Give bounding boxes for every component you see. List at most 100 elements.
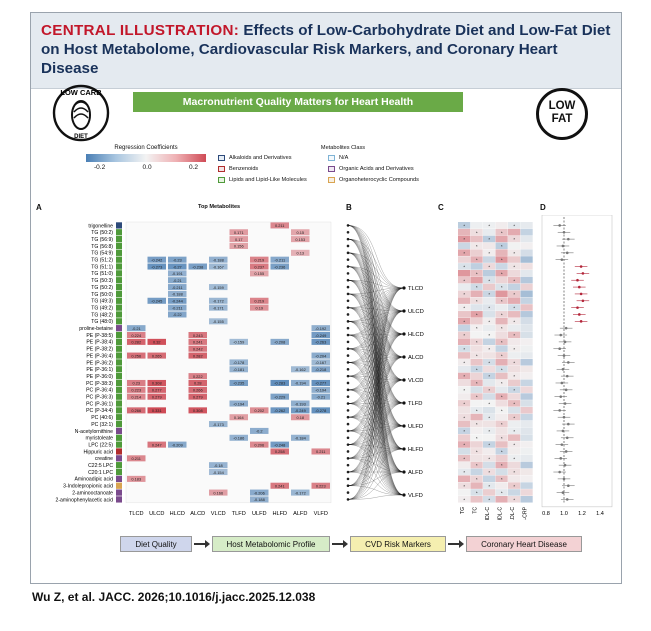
risk-heatmap-cell bbox=[495, 434, 508, 441]
risk-heatmap-cell bbox=[470, 379, 483, 387]
illustration-title: CENTRAL ILLUSTRATION: Effects of Low-Car… bbox=[41, 21, 611, 78]
heatmap-cell bbox=[229, 338, 248, 345]
risk-heatmap-cell bbox=[495, 454, 508, 462]
risk-heatmap-cell bbox=[520, 434, 533, 441]
significance-mark: * bbox=[513, 429, 515, 434]
risk-heatmap-cell bbox=[520, 256, 533, 263]
risk-heatmap-cell bbox=[458, 352, 471, 359]
metabolite-label: C20:1 LPC bbox=[88, 470, 113, 476]
heatmap-cell-value: -0.263 bbox=[315, 340, 326, 345]
heatmap-cell-value: -0.192 bbox=[315, 326, 326, 331]
heatmap-cell bbox=[270, 379, 289, 386]
metabolite-label: C22:5 LPC bbox=[88, 463, 113, 469]
significance-mark: * bbox=[488, 347, 490, 352]
metabolite-label: Aminoadipic acid bbox=[74, 477, 113, 483]
heatmap-cell bbox=[168, 284, 187, 291]
risk-heatmap-cell bbox=[508, 434, 521, 441]
class-legend-item: Lipids and Lipid-Like Molecules bbox=[218, 177, 322, 183]
risk-heatmap-cell bbox=[520, 222, 533, 229]
metabolite-label: TG (56:9) bbox=[91, 237, 113, 243]
sankey-target-node bbox=[402, 470, 406, 474]
risk-heatmap-cell bbox=[483, 413, 496, 421]
heatmap-cell bbox=[188, 386, 207, 393]
sankey-link bbox=[347, 471, 405, 500]
class-legend-grid: Alkaloids and Derivatives N/A Benzenoids Or… bbox=[218, 155, 478, 183]
risk-heatmap-cell bbox=[508, 297, 521, 304]
sankey-target-node bbox=[402, 309, 406, 313]
sankey-source-node bbox=[346, 258, 350, 261]
sankey-diet-label: TLFD bbox=[408, 401, 423, 407]
significance-mark: * bbox=[463, 223, 465, 228]
risk-heatmap-cell bbox=[483, 352, 496, 359]
heatmap-cell-value: -0.173 bbox=[213, 422, 224, 427]
class-swatch bbox=[328, 166, 335, 172]
risk-heatmap-cell bbox=[495, 448, 508, 455]
sankey-source-node bbox=[346, 244, 350, 248]
class-legend-text: Benzenoids bbox=[229, 166, 259, 172]
risk-heatmap-cell bbox=[508, 427, 521, 435]
class-legend-text: N/A bbox=[339, 155, 349, 161]
risk-heatmap-cell bbox=[508, 482, 521, 489]
heatmap-cell bbox=[127, 407, 146, 414]
risk-marker-label: HDL-C bbox=[485, 507, 491, 520]
risk-heatmap-cell bbox=[520, 235, 533, 243]
metabolite-label: PC (P-36:3) bbox=[86, 395, 113, 401]
risk-heatmap-cell bbox=[520, 482, 533, 489]
risk-heatmap-cell bbox=[508, 345, 521, 352]
sankey-link bbox=[347, 252, 405, 450]
low-carb-diet-logo: LOW CARB DIET bbox=[52, 84, 110, 142]
risk-heatmap-cell bbox=[470, 256, 483, 263]
sankey-link bbox=[347, 252, 405, 496]
heatmap-cell bbox=[291, 434, 310, 441]
heatmap-cell bbox=[229, 414, 248, 421]
sankey-source-node bbox=[346, 477, 350, 481]
heatmap-cell-value: 0.156 bbox=[234, 244, 244, 249]
diet-axis-label: ULCD bbox=[149, 511, 164, 517]
diet-axis-label: HLCD bbox=[170, 511, 185, 517]
risk-heatmap-cell bbox=[520, 461, 533, 469]
heatmap-cell bbox=[127, 379, 146, 386]
illustration-header: CENTRAL ILLUSTRATION: Effects of Low-Car… bbox=[31, 13, 621, 89]
risk-heatmap-cell bbox=[483, 317, 496, 325]
heatmap-cell-value: -0.21 bbox=[173, 278, 182, 283]
risk-heatmap-cell bbox=[520, 242, 533, 250]
class-legend-item: Benzenoids bbox=[218, 166, 322, 172]
sankey-link bbox=[347, 430, 405, 450]
risk-heatmap-cell bbox=[483, 235, 496, 243]
heatmap-cell-value: 0.214 bbox=[131, 394, 142, 399]
significance-mark: * bbox=[501, 477, 503, 482]
significance-mark: * bbox=[513, 497, 515, 502]
risk-heatmap-cell bbox=[508, 413, 521, 421]
risk-heatmap-cell bbox=[470, 454, 483, 462]
sankey-link bbox=[347, 485, 405, 496]
risk-heatmap-cell bbox=[508, 304, 521, 311]
metabolite-label: TG (50:0) bbox=[91, 292, 113, 298]
sankey-diet-label: ULCD bbox=[408, 309, 424, 315]
risk-heatmap-cell bbox=[470, 420, 483, 428]
heatmap-cell bbox=[127, 386, 146, 393]
heatmap-cell bbox=[209, 304, 228, 311]
risk-heatmap-cell bbox=[508, 249, 521, 256]
metabolite-label: N-acetylornithine bbox=[75, 429, 113, 435]
heatmap-cell bbox=[147, 441, 166, 448]
risk-heatmap-cell bbox=[520, 420, 533, 428]
risk-heatmap-cell bbox=[483, 256, 496, 263]
forest-point bbox=[561, 367, 565, 371]
heatmap-cell-value: 0.282 bbox=[193, 353, 203, 358]
risk-heatmap-cell bbox=[458, 441, 471, 448]
risk-heatmap-cell bbox=[520, 345, 533, 352]
heatmap-cell-value: 0.256 bbox=[131, 353, 141, 358]
heatmap-cell bbox=[188, 263, 207, 270]
low-carb-text: LOW CARB bbox=[60, 88, 102, 97]
class-legend-item: N/A bbox=[328, 155, 432, 161]
sankey-link bbox=[347, 252, 405, 427]
sankey-diet-label: TLCD bbox=[408, 286, 423, 292]
risk-heatmap-cell bbox=[483, 304, 496, 311]
sankey-link bbox=[347, 430, 405, 473]
heatmap-cell bbox=[209, 284, 228, 291]
risk-heatmap-cell bbox=[470, 269, 483, 277]
sankey-source-node bbox=[346, 340, 350, 344]
heatmap-cell-value: 0.282 bbox=[131, 340, 141, 345]
risk-heatmap-cell bbox=[458, 406, 471, 414]
risk-heatmap-cell bbox=[508, 324, 521, 332]
